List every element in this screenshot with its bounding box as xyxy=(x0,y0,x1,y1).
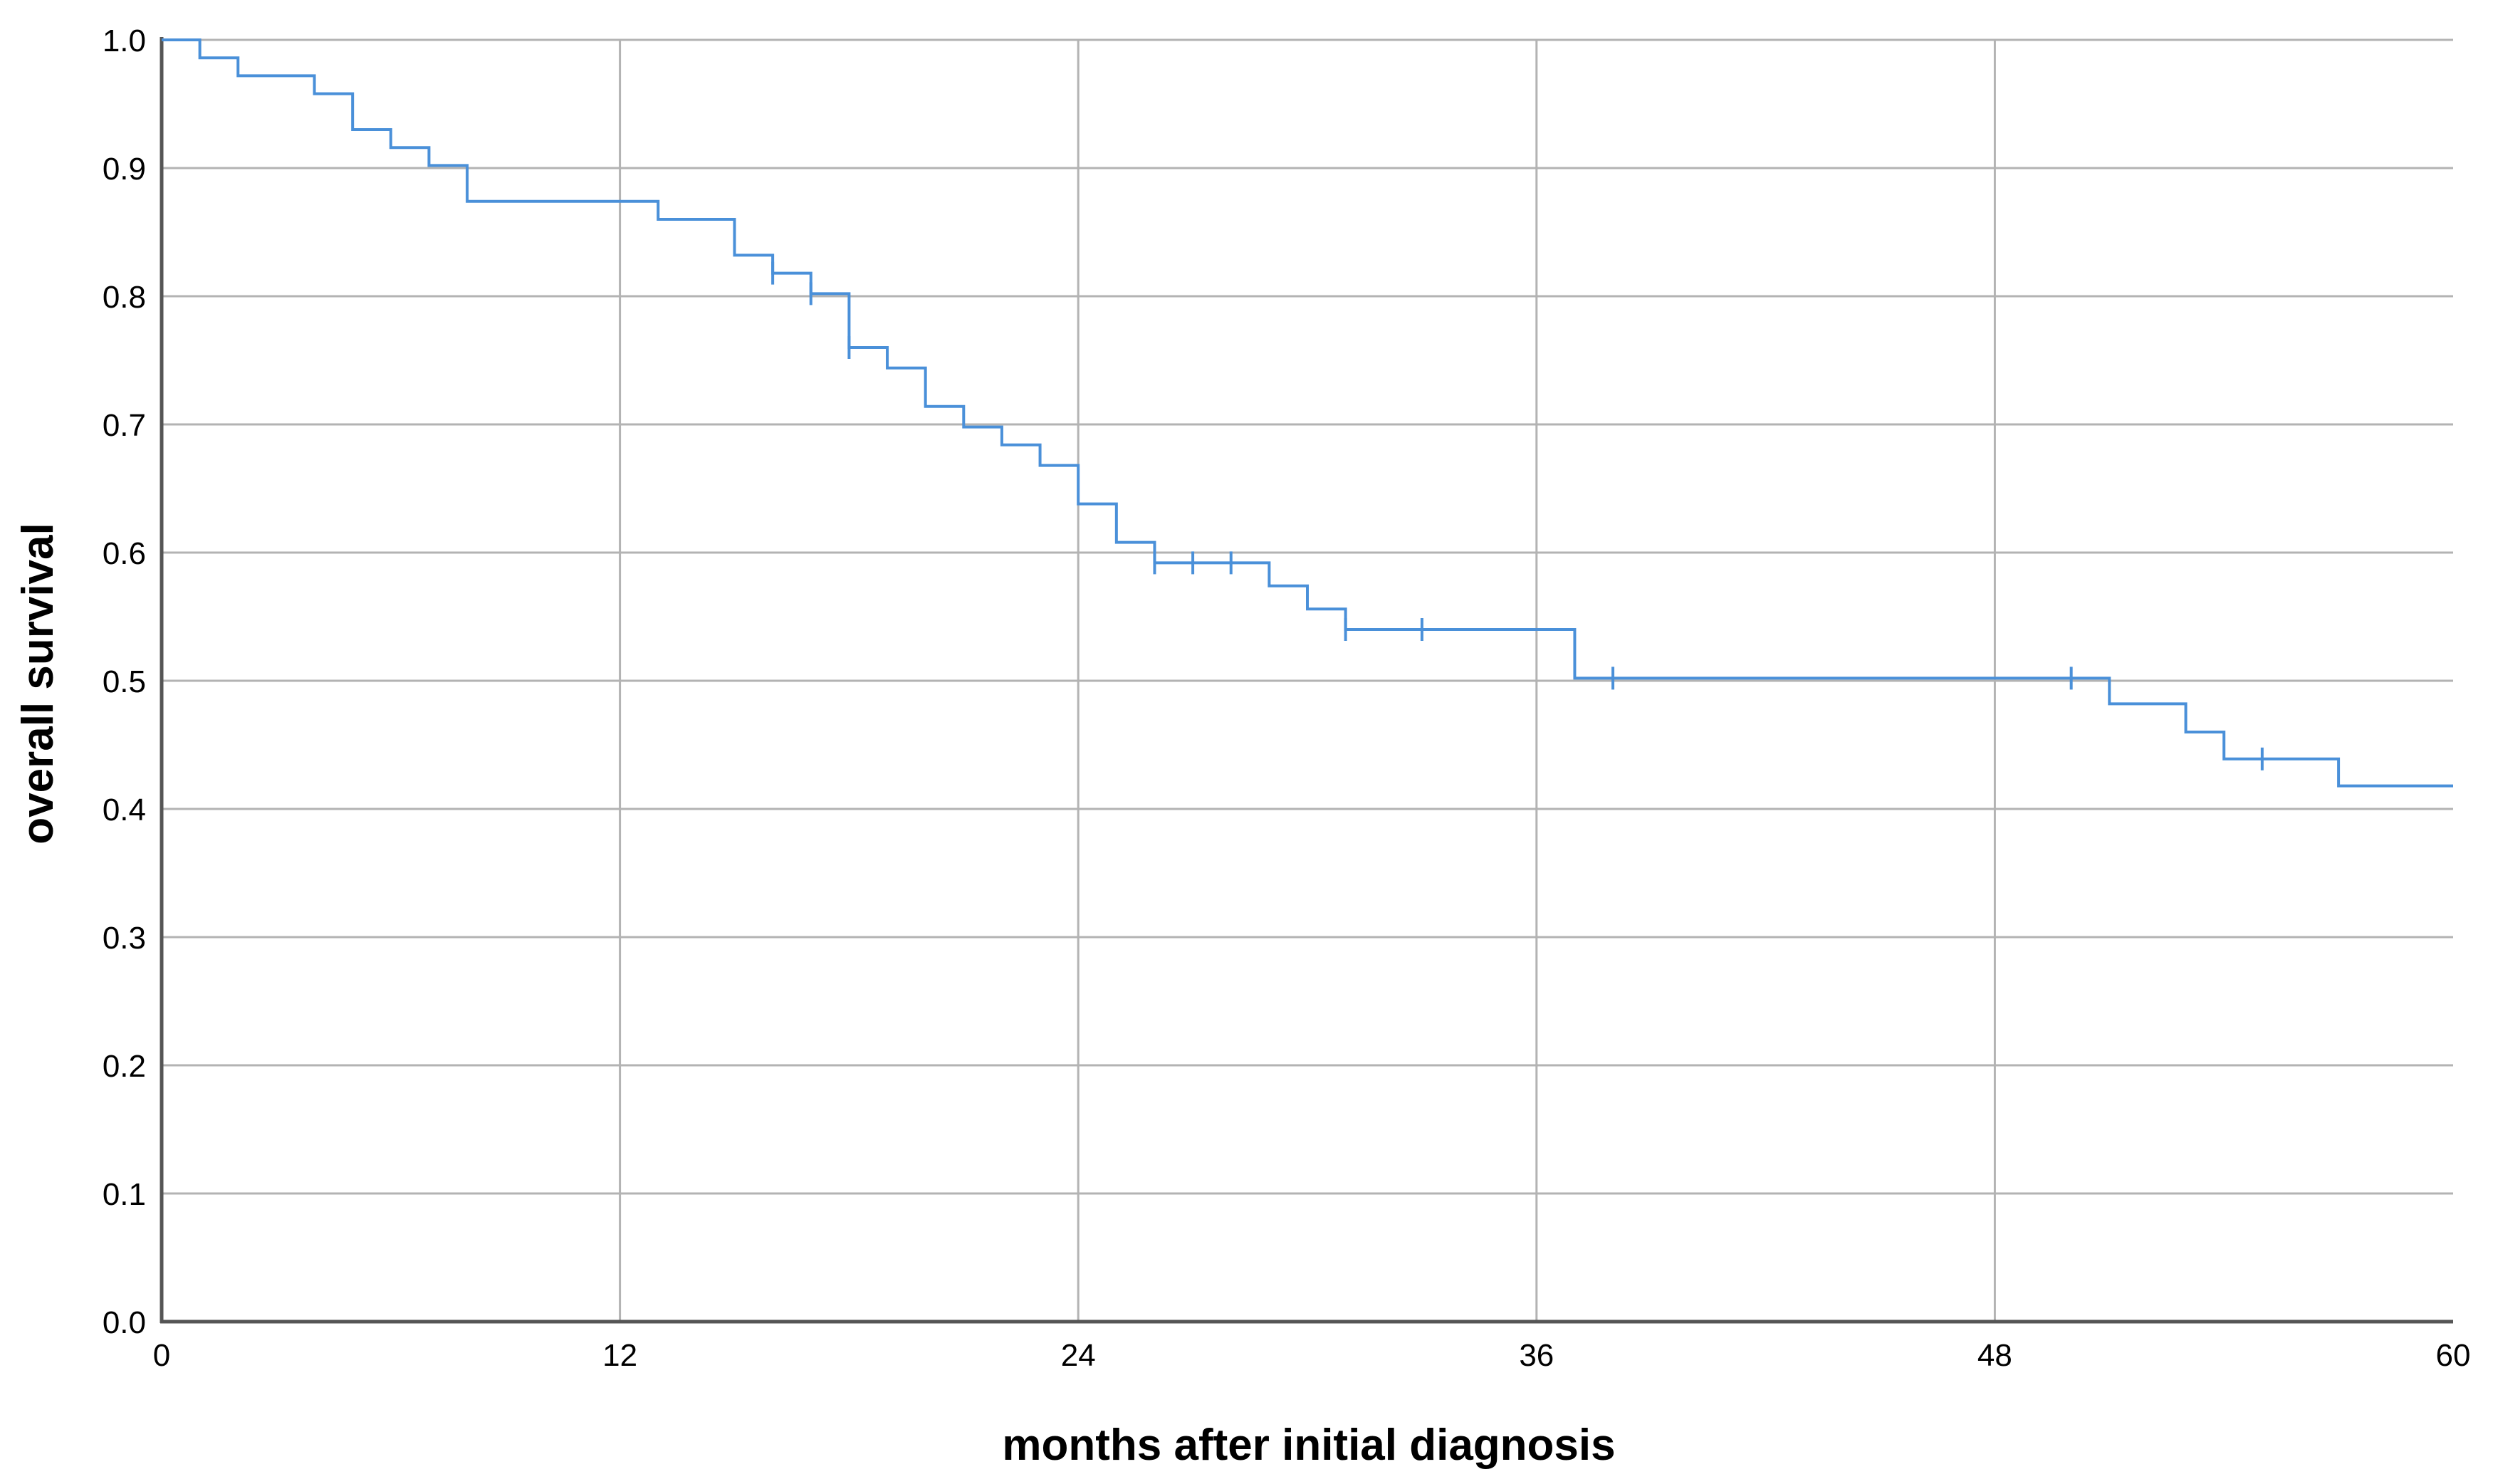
x-tick-label: 0 xyxy=(153,1338,170,1373)
survival-step-line xyxy=(162,38,2453,788)
x-tick-label: 36 xyxy=(1519,1338,1554,1373)
y-tick-label: 0.6 xyxy=(103,536,146,571)
x-tick-label: 24 xyxy=(1061,1338,1096,1373)
grid-layer xyxy=(162,38,2453,1322)
y-tick-label: 0.5 xyxy=(103,664,146,699)
y-tick-label: 0.1 xyxy=(103,1177,146,1212)
x-tick-label: 48 xyxy=(1977,1338,2012,1373)
tick-labels-layer: 0.0 0.1 0.2 0.3 0.4 0.5 0.6 0.7 0.8 0.9 1.0 0 12 24 36… xyxy=(103,23,2471,1373)
y-tick-label: 0.3 xyxy=(103,921,146,956)
axes-layer xyxy=(160,37,2453,1324)
series-layer xyxy=(162,38,2453,788)
y-tick-label: 1.0 xyxy=(103,23,146,58)
x-axis-title: months after initial diagnosis xyxy=(1002,1421,1615,1470)
y-tick-label: 0.8 xyxy=(103,280,146,315)
x-tick-label: 12 xyxy=(602,1338,637,1373)
y-tick-label: 0.2 xyxy=(103,1049,146,1084)
y-tick-label: 0.7 xyxy=(103,408,146,443)
y-tick-label: 0.4 xyxy=(103,793,146,827)
x-tick-label: 60 xyxy=(2436,1338,2471,1373)
y-tick-label: 0.0 xyxy=(103,1305,146,1340)
y-tick-label: 0.9 xyxy=(103,152,146,187)
y-axis-title: overall survival xyxy=(14,523,63,845)
